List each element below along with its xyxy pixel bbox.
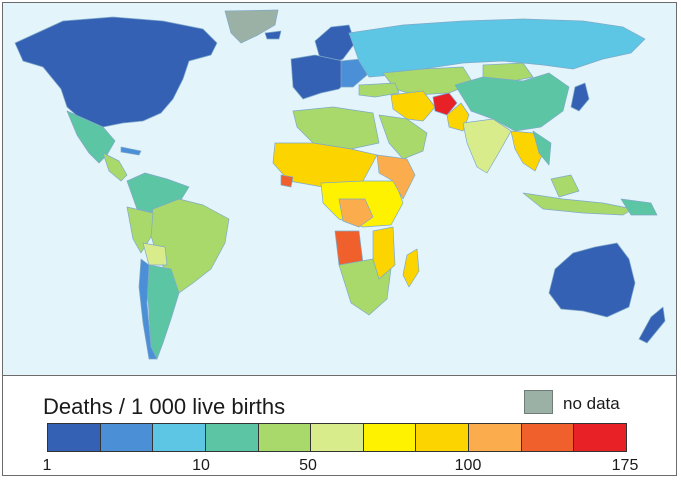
region-chile xyxy=(138,258,158,360)
legend: Deaths / 1 000 live births no data 1 10 … xyxy=(3,376,676,475)
scale-segment-6 xyxy=(311,424,364,451)
scale-tick-label: 175 xyxy=(611,457,639,474)
no-data-swatch xyxy=(524,390,553,414)
region-sierra-leone xyxy=(280,174,294,188)
figure-frame: Deaths / 1 000 live births no data 1 10 … xyxy=(2,2,677,476)
scale-segment-3 xyxy=(153,424,206,451)
region-indochina xyxy=(532,130,552,166)
region-angola xyxy=(334,230,364,266)
region-north-africa xyxy=(292,106,380,150)
region-china xyxy=(454,72,570,132)
region-mozambique xyxy=(372,226,396,280)
region-iceland xyxy=(264,30,282,40)
region-borneo xyxy=(550,174,580,198)
world-map xyxy=(3,3,676,376)
scale-segment-5 xyxy=(258,424,312,451)
scale-tick-label: 100 xyxy=(454,457,482,474)
region-japan xyxy=(570,82,590,112)
region-arabia xyxy=(378,114,428,160)
region-bolivia xyxy=(142,242,168,266)
scale-segment-10 xyxy=(521,424,575,451)
region-iraq-iran xyxy=(390,90,436,122)
scale-segment-7 xyxy=(363,424,417,451)
region-india xyxy=(462,118,512,174)
no-data-label: no data xyxy=(563,394,620,413)
color-scale-bar xyxy=(47,423,627,452)
region-indonesia xyxy=(522,192,634,216)
region-mexico xyxy=(66,110,116,164)
scale-tick-label: 50 xyxy=(299,457,317,474)
region-drc xyxy=(338,198,374,228)
region-afghanistan xyxy=(432,92,458,116)
region-australia xyxy=(548,242,636,318)
region-madagascar xyxy=(402,248,420,288)
region-new-guinea xyxy=(620,198,658,216)
region-greenland xyxy=(224,9,279,44)
region-new-zealand xyxy=(638,306,666,344)
world-map-svg xyxy=(14,9,666,360)
region-eastern-europe xyxy=(340,58,368,88)
scale-tick-label: 1 xyxy=(42,457,52,474)
region-southeast-asia xyxy=(510,130,544,172)
scale-segment-11 xyxy=(574,424,627,451)
scale-segment-9 xyxy=(469,424,522,451)
region-cuba xyxy=(120,146,142,156)
scale-segment-8 xyxy=(416,424,470,451)
region-east-africa xyxy=(376,154,416,200)
scale-segment-2 xyxy=(100,424,154,451)
legend-title: Deaths / 1 000 live births xyxy=(43,394,286,419)
region-central-america xyxy=(102,152,128,182)
region-turkey xyxy=(358,82,400,98)
scale-tick-label: 10 xyxy=(192,457,210,474)
region-argentina xyxy=(146,264,180,360)
scale-segment-1 xyxy=(48,424,101,451)
region-north-america xyxy=(14,16,218,128)
scale-segment-4 xyxy=(205,424,259,451)
region-western-europe xyxy=(290,54,354,100)
